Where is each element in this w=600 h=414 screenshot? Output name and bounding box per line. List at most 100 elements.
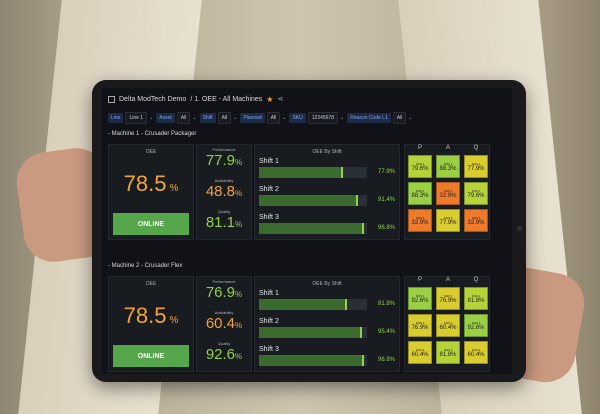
oee-by-shift-label: OEE By Shift bbox=[312, 149, 342, 155]
pqa-panel: Performance 76.9% Availability 60.4% Quali… bbox=[196, 276, 252, 372]
heat-cell-value: 60.4% bbox=[439, 324, 457, 331]
heat-cell[interactable]: Shift 1 81.8% bbox=[464, 287, 488, 310]
col-a: A bbox=[445, 277, 450, 283]
chevron-down-icon: ⌄ bbox=[282, 115, 287, 121]
oee-by-shift-panel: OEE By Shift Shift 1 81.8% Shift 2 95.4% S… bbox=[254, 276, 400, 372]
performance-stat: Performance 76.9% bbox=[205, 279, 243, 301]
shift-row[interactable]: Shift 3 96.8% bbox=[259, 214, 395, 238]
shift-row[interactable]: Shift 1 77.9% bbox=[259, 158, 395, 182]
heat-cell-label: Shift 3 bbox=[415, 347, 425, 352]
machine-title[interactable]: - Machine 2 - Crusader Flex bbox=[108, 263, 183, 269]
filter-planned[interactable]: Planned All ⌄ bbox=[240, 112, 286, 124]
availability-stat: Availability 48.8% bbox=[205, 178, 243, 200]
oee-label: OEE bbox=[145, 149, 157, 155]
heat-cell-label: Shift 2 bbox=[471, 320, 481, 325]
machine-row: - Machine 1 - Crusader Packager OEE 78.5… bbox=[102, 128, 512, 240]
machine-title[interactable]: - Machine 1 - Crusader Packager bbox=[108, 131, 197, 137]
chevron-down-icon: ⌄ bbox=[340, 115, 345, 121]
oee-by-shift-panel: OEE By Shift Shift 1 77.9% Shift 2 91.4% S… bbox=[254, 144, 400, 240]
shift-bar bbox=[259, 327, 363, 338]
heat-cell-label: Shift 1 bbox=[471, 161, 481, 166]
heat-cell-label: Shift 1 bbox=[443, 161, 453, 166]
heat-cell[interactable]: Shift 3 32.9% bbox=[408, 209, 432, 232]
heat-cell-value: 77.9% bbox=[439, 219, 457, 226]
filter-reason-code[interactable]: Reason Code L1 All ⌄ bbox=[347, 112, 413, 124]
apps-grid-icon[interactable] bbox=[108, 95, 115, 103]
filter-line[interactable]: Line Line 1 ⌄ bbox=[108, 112, 153, 124]
dashboard-title[interactable]: Delta ModTech Demo bbox=[119, 95, 187, 103]
heat-cell[interactable]: Shift 1 76.9% bbox=[436, 287, 460, 310]
heat-cell[interactable]: Shift 1 79.6% bbox=[408, 155, 432, 178]
shift-row[interactable]: Shift 2 91.4% bbox=[259, 186, 395, 210]
heat-cell-value: 81.8% bbox=[467, 297, 485, 304]
heat-cell[interactable]: Shift 1 77.9% bbox=[464, 155, 488, 178]
heat-cell[interactable]: Shift 2 60.4% bbox=[436, 314, 460, 337]
chevron-down-icon: ⌄ bbox=[149, 115, 154, 121]
oee-value: 78.5% bbox=[123, 303, 179, 328]
availability-stat: Availability 60.4% bbox=[205, 310, 243, 332]
heat-cell[interactable]: Shift 3 81.8% bbox=[436, 341, 460, 364]
online-status-button[interactable]: ONLINE bbox=[113, 345, 189, 367]
home-button bbox=[517, 226, 522, 231]
heat-cell[interactable]: Shift 2 88.3% bbox=[408, 182, 432, 205]
heat-cell[interactable]: Shift 3 32.9% bbox=[464, 209, 488, 232]
star-icon[interactable]: ★ bbox=[266, 94, 274, 104]
heat-cell-label: Shift 3 bbox=[443, 215, 453, 220]
heat-cell-value: 76.9% bbox=[411, 324, 429, 331]
heat-cell[interactable]: Shift 2 76.9% bbox=[408, 314, 432, 337]
filter-shift[interactable]: Shift All ⌄ bbox=[199, 112, 237, 124]
heat-cell-label: Shift 2 bbox=[415, 188, 425, 193]
heat-cell-label: Shift 1 bbox=[415, 161, 425, 166]
heat-cell-value: 88.3% bbox=[411, 192, 429, 199]
share-icon[interactable]: ⋖ bbox=[277, 96, 284, 103]
shift-row[interactable]: Shift 1 81.8% bbox=[259, 290, 395, 314]
heat-cell-label: Shift 3 bbox=[471, 347, 481, 352]
shift-bar bbox=[259, 355, 364, 366]
dashboard-page[interactable]: / 1. OEE - All Machines bbox=[190, 95, 263, 103]
heat-cell-label: Shift 1 bbox=[415, 293, 425, 298]
oee-panel: OEE 78.5% ONLINE bbox=[108, 144, 194, 240]
heat-cell-label: Shift 1 bbox=[443, 293, 453, 298]
pqa-panel: Performance 77.9% Availability 48.8% Quali… bbox=[196, 144, 252, 240]
heat-cell-label: Shift 2 bbox=[471, 188, 481, 193]
heat-cell-value: 88.3% bbox=[439, 165, 457, 172]
pqa-grid-panel: P A Q Shift 1 92.6% Shift 1 76.9% Shift 1 81.… bbox=[404, 276, 490, 372]
heat-cell[interactable]: Shift 1 88.3% bbox=[436, 155, 460, 178]
heat-cell-label: Shift 3 bbox=[443, 347, 453, 352]
shift-row[interactable]: Shift 2 95.4% bbox=[259, 318, 395, 342]
heat-cell[interactable]: Shift 2 92.6% bbox=[464, 314, 488, 337]
quality-stat: Quality 92.6% bbox=[205, 341, 243, 363]
shift-row[interactable]: Shift 3 96.8% bbox=[259, 346, 395, 370]
oee-panel: OEE 78.5% ONLINE bbox=[108, 276, 194, 372]
online-status-button[interactable]: ONLINE bbox=[113, 213, 189, 235]
filter-sku[interactable]: SKU 12345678 ⌄ bbox=[289, 112, 344, 124]
heat-cell-value: 76.9% bbox=[439, 297, 457, 304]
heat-cell-label: Shift 3 bbox=[415, 215, 425, 220]
dashboard-header: Delta ModTech Demo / 1. OEE - All Machin… bbox=[102, 88, 512, 110]
heat-cell[interactable]: Shift 2 32.9% bbox=[436, 182, 460, 205]
heat-cell-value: 77.9% bbox=[467, 165, 485, 172]
shift-bar bbox=[259, 223, 364, 234]
shift-bar bbox=[259, 195, 358, 206]
oee-value: 78.5% bbox=[123, 171, 179, 196]
col-q: Q bbox=[473, 145, 479, 151]
oee-label: OEE bbox=[145, 281, 157, 287]
tablet: Delta ModTech Demo / 1. OEE - All Machin… bbox=[92, 80, 526, 382]
pqa-grid-panel: P A Q Shift 1 79.6% Shift 1 88.3% Shift 1 77.… bbox=[404, 144, 490, 240]
filter-asset[interactable]: Asset All ⌄ bbox=[156, 112, 197, 124]
heat-cell-value: 92.6% bbox=[411, 297, 429, 304]
heat-cell-label: Shift 2 bbox=[415, 320, 425, 325]
heat-cell[interactable]: Shift 3 60.4% bbox=[408, 341, 432, 364]
machine-row: - Machine 2 - Crusader Flex OEE 78.5% ON… bbox=[102, 260, 512, 372]
chevron-down-icon: ⌄ bbox=[192, 115, 197, 121]
heat-cell-label: Shift 1 bbox=[471, 293, 481, 298]
heat-cell-label: Shift 2 bbox=[443, 320, 453, 325]
heat-cell-value: 79.6% bbox=[411, 165, 429, 172]
heat-cell-value: 60.4% bbox=[467, 351, 485, 358]
shift-bar bbox=[259, 167, 344, 178]
performance-stat: Performance 77.9% bbox=[205, 147, 243, 169]
heat-cell[interactable]: Shift 2 79.6% bbox=[464, 182, 488, 205]
heat-cell[interactable]: Shift 3 60.4% bbox=[464, 341, 488, 364]
heat-cell[interactable]: Shift 1 92.6% bbox=[408, 287, 432, 310]
heat-cell[interactable]: Shift 3 77.9% bbox=[436, 209, 460, 232]
